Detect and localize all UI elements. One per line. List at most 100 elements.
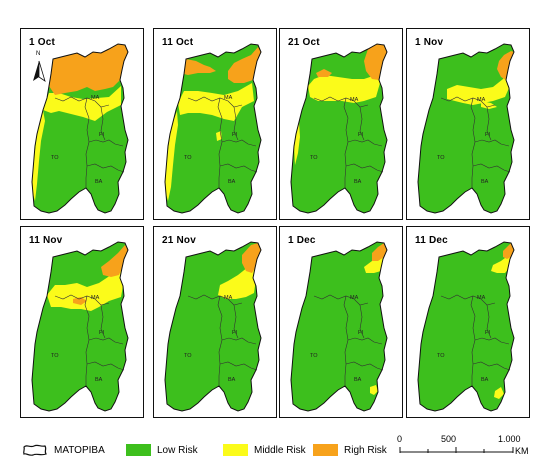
matopiba-map: MA PI TO BA [164, 241, 262, 412]
north-arrow-icon [33, 60, 46, 82]
scale-tick-1000: 1.000 [498, 434, 521, 444]
state-border [313, 96, 369, 108]
state-border [54, 294, 110, 306]
state-border [474, 337, 510, 345]
middle-risk-swatch [223, 444, 248, 456]
state-label-to: TO [310, 155, 318, 161]
state-label-pi: PI [232, 330, 238, 336]
state-label-to: TO [310, 353, 318, 359]
state-border [347, 139, 383, 147]
state-label-ma: MA [224, 95, 233, 101]
high-risk-area [316, 69, 332, 77]
legend-middle-risk: Middle Risk [223, 442, 306, 458]
state-label-to: TO [51, 155, 59, 161]
matopiba-outline [31, 43, 129, 214]
legend-high-risk: Righ Risk [313, 442, 387, 458]
state-label-pi: PI [99, 132, 105, 138]
state-border [221, 139, 257, 147]
state-label-ma: MA [477, 295, 486, 301]
high-risk-area [372, 243, 387, 261]
high-risk-area [73, 297, 87, 305]
panel-date: 21 Nov [162, 235, 196, 246]
low-risk-area [165, 44, 261, 213]
middle-risk-area [494, 387, 504, 399]
panel-date: 1 Oct [29, 37, 56, 48]
state-label-pi: PI [99, 330, 105, 336]
high-risk-area [497, 51, 514, 80]
middle-risk-area [43, 86, 121, 121]
high-risk-area [184, 59, 216, 75]
state-border [345, 361, 384, 371]
map-panel: MA PI TO BA 1 Nov [406, 28, 530, 220]
state-border [233, 106, 239, 141]
high-risk-area [49, 44, 128, 95]
state-label-ba: BA [95, 377, 103, 383]
high-risk-area [364, 44, 387, 80]
map-panel: MA PI TO BA 1 Oct N [20, 28, 144, 220]
map-panel: MA PI TO BA 11 Nov [20, 226, 144, 418]
legend-low-risk: Low Risk [126, 442, 198, 458]
state-label-ba: BA [228, 179, 236, 185]
state-border [440, 294, 496, 306]
middle-risk-area [308, 75, 380, 103]
panel-date: 11 Nov [29, 235, 63, 246]
state-label-ba: BA [95, 179, 103, 185]
state-border [313, 294, 369, 306]
state-label-ba: BA [228, 377, 236, 383]
state-label-ba: BA [354, 377, 362, 383]
matopiba-outline [417, 241, 515, 412]
middle-risk-area [481, 101, 497, 109]
state-border [345, 163, 384, 173]
legend: MATOPIBA Low Risk Middle Risk Righ Risk … [0, 430, 550, 470]
matopiba-outline [164, 241, 262, 412]
state-border [187, 294, 243, 306]
high-risk-area [101, 245, 128, 277]
state-border [219, 361, 258, 371]
state-label-ma: MA [224, 295, 233, 301]
state-border [86, 163, 125, 173]
low-risk-area [418, 44, 514, 213]
matopiba-map: MA PI TO BA [290, 241, 388, 412]
state-label-pi: PI [358, 132, 364, 138]
state-label-ma: MA [350, 295, 359, 301]
map-panels: MA PI TO BA 1 Oct N MA PI TO BA 11 Oct MA PI TO BA 21 O… [20, 28, 530, 418]
panel-date: 11 Oct [162, 37, 194, 48]
state-label-pi: PI [358, 330, 364, 336]
state-border [474, 139, 510, 147]
state-border [219, 163, 258, 173]
state-border [100, 106, 106, 141]
matopiba-map: MA PI TO BA [164, 43, 262, 214]
high-risk-swatch [313, 444, 338, 456]
matopiba-outline [290, 241, 388, 412]
region-outline-icon [23, 444, 47, 456]
legend-region: MATOPIBA [22, 442, 105, 458]
state-label-ba: BA [354, 179, 362, 185]
matopiba-map: MA PI TO BA [31, 43, 129, 214]
matopiba-map: MA PI TO BA [417, 241, 515, 412]
matopiba-outline [31, 241, 129, 412]
state-border [440, 96, 496, 108]
state-border [347, 337, 383, 345]
map-panel: MA PI TO BA 21 Nov [153, 226, 277, 418]
map-panel: MA PI TO BA 1 Dec [279, 226, 403, 418]
map-panel: MA PI TO BA 11 Dec [406, 226, 530, 418]
scale-tick-0: 0 [397, 434, 403, 444]
state-label-ba: BA [481, 179, 489, 185]
low-risk-area [418, 242, 514, 411]
state-border [359, 304, 365, 339]
state-label-ma: MA [477, 97, 486, 103]
state-label-ma: MA [350, 97, 359, 103]
map-panel: MA PI TO BA 21 Oct [279, 28, 403, 220]
state-label-ba: BA [481, 377, 489, 383]
legend-high-label: Righ Risk [344, 444, 387, 456]
state-label-to: TO [51, 353, 59, 359]
state-border [233, 304, 239, 339]
matopiba-map: MA PI TO BA [31, 241, 129, 412]
panel-date: 11 Dec [415, 235, 448, 246]
middle-risk-area [165, 111, 178, 201]
state-label-ma: MA [91, 295, 100, 301]
low-risk-swatch [126, 444, 151, 456]
middle-risk-area [491, 255, 511, 273]
matopiba-map: MA PI TO BA [290, 43, 388, 214]
legend-low-label: Low Risk [157, 444, 198, 456]
